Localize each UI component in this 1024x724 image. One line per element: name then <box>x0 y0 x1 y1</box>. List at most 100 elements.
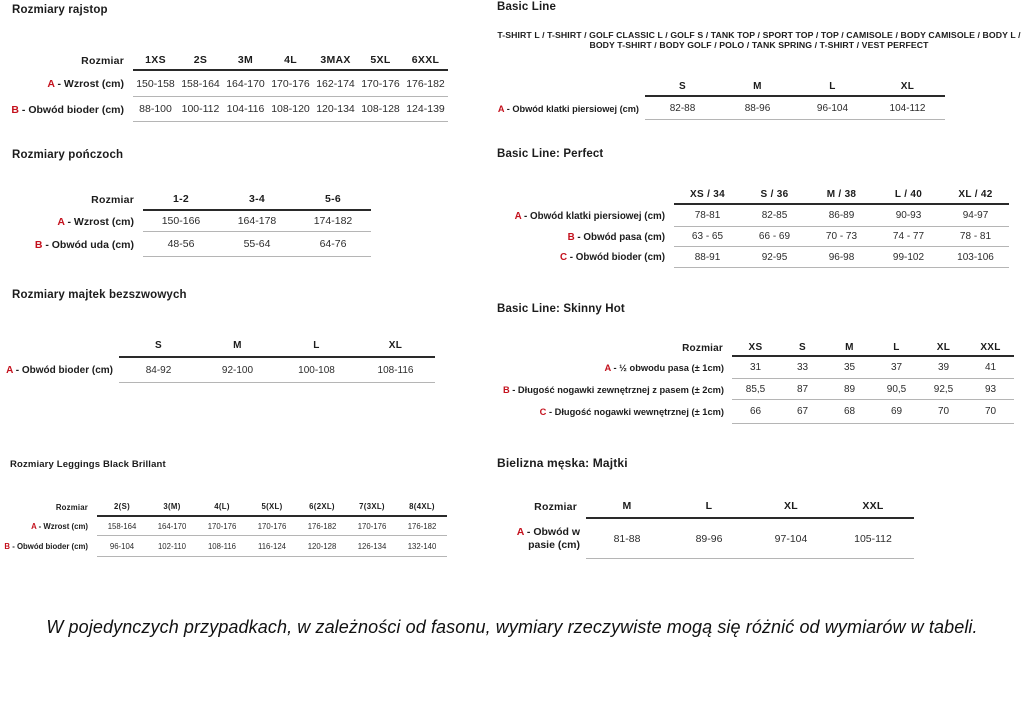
row-label-text: - Obwód bioder (cm) <box>19 103 124 116</box>
column-header: M <box>198 334 277 358</box>
row-letter: B <box>567 231 575 243</box>
table-value: 162-174 <box>313 71 358 97</box>
table-value: 158-164 <box>97 517 147 536</box>
row-label: B - Obwód bioder (cm) <box>8 97 133 122</box>
row-letter: C <box>539 407 547 417</box>
column-header: 3-4 <box>219 188 295 211</box>
table-value: 93 <box>967 379 1014 400</box>
section-title-majtek: Rozmiary majtek bezszwowych <box>12 289 187 301</box>
table-value: 120-134 <box>313 97 358 122</box>
table-value: 68 <box>826 400 873 424</box>
column-header: L <box>873 340 920 357</box>
table-value: 132-140 <box>397 536 447 557</box>
column-header: XL <box>356 334 435 358</box>
table-value: 116-124 <box>247 536 297 557</box>
row-label-text-wrap: C - Obwód bioder (cm) <box>560 252 665 263</box>
row-label-text-wrap: B - Obwód bioder (cm) <box>11 104 124 116</box>
row-label-text-wrap: A - Obwód bioder (cm) <box>6 365 113 376</box>
row-label-text: - Obwód w pasie (cm) <box>524 526 580 551</box>
table-value: 102-110 <box>147 536 197 557</box>
basic-line-product-list: T-SHIRT L / T-SHIRT / GOLF CLASSIC L / G… <box>497 30 1021 50</box>
table-value: 92,5 <box>920 379 967 400</box>
table-value: 124-139 <box>403 97 448 122</box>
table-value: 31 <box>732 357 779 379</box>
table-value: 89 <box>826 379 873 400</box>
table-corner-label: Rozmiar <box>81 54 124 67</box>
column-header: XL <box>750 495 832 519</box>
table-value: 126-134 <box>347 536 397 557</box>
column-header: 2(S) <box>97 497 147 517</box>
table-value: 174-182 <box>295 211 371 232</box>
column-header: L <box>277 334 356 358</box>
row-label: B - Obwód uda (cm) <box>8 232 143 257</box>
table-value: 96-98 <box>808 247 875 268</box>
table-majtek: S M L XL A - Obwód bioder (cm) 84-92 92-100 100… <box>6 334 435 383</box>
row-label: C - Obwód bioder (cm) <box>497 247 674 268</box>
table-value: 82-88 <box>645 97 720 120</box>
table-value: 33 <box>779 357 826 379</box>
table-value: 164-178 <box>219 211 295 232</box>
row-label-text: - Wzrost (cm) <box>54 78 124 90</box>
table-corner-label: Rozmiar <box>91 193 134 206</box>
column-header: XS / 34 <box>674 186 741 205</box>
column-header: 5(XL) <box>247 497 297 517</box>
table-corner-label <box>497 186 674 205</box>
row-label-text: - Wzrost (cm) <box>36 522 88 531</box>
row-label-text: - Obwód pasa (cm) <box>574 231 665 243</box>
column-header: 2S <box>178 50 223 71</box>
table-value: 158-164 <box>178 71 223 97</box>
column-header: 1-2 <box>143 188 219 211</box>
table-value: 120-128 <box>297 536 347 557</box>
row-label-text-wrap: A - Wzrost (cm) <box>47 78 124 90</box>
table-value: 105-112 <box>832 519 914 559</box>
column-header: 5XL <box>358 50 403 71</box>
column-header: L <box>668 495 750 519</box>
row-label-text: - ½ obwodu pasa (± 1cm) <box>610 363 725 373</box>
table-value: 108-116 <box>356 358 435 383</box>
column-header: S <box>645 78 720 97</box>
table-value: 63 - 65 <box>674 227 741 247</box>
footer-note: W pojedynczych przypadkach, w zależności… <box>46 617 978 637</box>
table-value: 87 <box>779 379 826 400</box>
row-label-text-wrap: C - Długość nogawki wewnętrznej (± 1cm) <box>540 407 724 417</box>
column-header: XXL <box>967 340 1014 357</box>
row-label-text-wrap: A - Obwód klatki piersiowej (cm) <box>515 211 665 222</box>
column-header: 3(M) <box>147 497 197 517</box>
section-title-leggings: Rozmiary Leggings Black Brillant <box>10 459 166 470</box>
row-label: C - Długość nogawki wewnętrznej (± 1cm) <box>492 400 732 424</box>
column-header: XL / 42 <box>942 186 1009 205</box>
column-header: M <box>720 78 795 97</box>
table-value: 108-128 <box>358 97 403 122</box>
table-value: 108-116 <box>197 536 247 557</box>
table-value: 82-85 <box>741 205 808 227</box>
row-letter: B <box>11 103 19 116</box>
table-value: 170-176 <box>197 517 247 536</box>
row-label-text-wrap: A - Obwód klatki piersiowej (cm) <box>498 104 639 114</box>
table-perfect: XS / 34 S / 36 M / 38 L / 40 XL / 42 A - Obwó… <box>497 186 1009 268</box>
row-letter: C <box>559 252 568 263</box>
table-corner-label: Rozmiar <box>682 343 723 354</box>
table-value: 170-176 <box>268 71 313 97</box>
column-header: 6XXL <box>403 50 448 71</box>
table-value: 96-104 <box>97 536 147 557</box>
row-letter: B <box>4 542 11 551</box>
table-value: 84-92 <box>119 358 198 383</box>
row-letter: A <box>57 215 65 228</box>
table-value: 37 <box>873 357 920 379</box>
table-corner-label: Rozmiar <box>55 502 88 512</box>
column-header: M <box>586 495 668 519</box>
row-label: A - Obwód bioder (cm) <box>6 358 119 383</box>
table-value: 69 <box>873 400 920 424</box>
column-header: XS <box>732 340 779 357</box>
row-label: B - Obwód pasa (cm) <box>497 227 674 247</box>
table-value: 176-182 <box>403 71 448 97</box>
row-label-text-wrap: B - Długość nogawki zewnętrznej z pasem … <box>503 385 724 395</box>
row-label-text-wrap: B - Obwód pasa (cm) <box>568 232 665 243</box>
column-header: S / 36 <box>741 186 808 205</box>
column-header: 4L <box>268 50 313 71</box>
row-label-text: - Obwód uda (cm) <box>42 238 134 251</box>
row-label-text: - Wzrost (cm) <box>64 215 134 228</box>
column-header: 6(2XL) <box>297 497 347 517</box>
row-label: A - Obwód klatki piersiowej (cm) <box>497 205 674 227</box>
